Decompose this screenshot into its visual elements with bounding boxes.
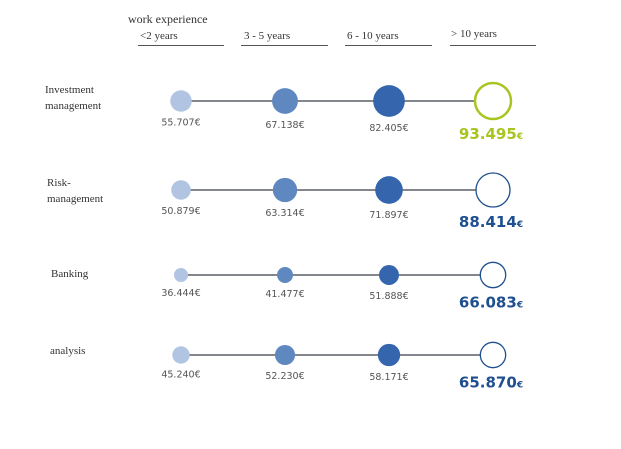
- value-label: 71.897€: [369, 210, 408, 221]
- salary-bubble: [171, 180, 191, 200]
- salary-bubble: [479, 261, 507, 289]
- salary-bubble: [479, 341, 507, 369]
- row-label-analysis: analysis: [50, 343, 85, 359]
- row-label-line: analysis: [50, 345, 86, 357]
- salary-bubble: [272, 88, 298, 114]
- value-label-highlight: 66.083€: [459, 294, 523, 312]
- row-label-line: Investment: [45, 84, 94, 96]
- salary-bubble: [272, 177, 298, 203]
- value-label: 67.138€: [265, 120, 304, 131]
- value-label: 36.444€: [161, 288, 200, 299]
- salary-bubble: [170, 90, 192, 112]
- salary-bubble: [475, 172, 511, 208]
- row-label-line: Banking: [51, 268, 89, 280]
- value-label: 41.477€: [265, 289, 304, 300]
- row-label-investment: Investment management: [45, 82, 101, 114]
- salary-bubble: [274, 344, 296, 366]
- row-label-line: Risk-: [47, 177, 71, 189]
- row-label-risk: Risk- management: [47, 175, 103, 207]
- value-label: 63.314€: [265, 208, 304, 219]
- salary-bubble: [473, 81, 513, 121]
- salary-bubble: [173, 267, 189, 283]
- value-label: 58.171€: [369, 372, 408, 383]
- column-header-3: > 10 years: [451, 28, 497, 40]
- row-label-banking: Banking: [51, 266, 88, 282]
- salary-bubble: [377, 343, 401, 367]
- salary-bubble: [373, 85, 405, 117]
- value-label-highlight: 93.495€: [459, 125, 523, 143]
- column-underline: [241, 45, 328, 46]
- salary-bubble: [375, 176, 403, 204]
- salary-bubble: [379, 265, 399, 285]
- row-label-line: management: [45, 100, 102, 112]
- value-label: 51.888€: [369, 291, 408, 302]
- value-label: 55.707€: [161, 118, 200, 129]
- value-label-highlight: 65.870€: [459, 374, 523, 392]
- value-label: 45.240€: [161, 370, 200, 381]
- column-underline: [450, 45, 536, 46]
- column-underline: [345, 45, 432, 46]
- column-header-1: 3 - 5 years: [244, 30, 291, 42]
- salary-bubble: [172, 346, 190, 364]
- chart-title: work experience: [128, 12, 208, 26]
- salary-bubble: [277, 267, 293, 283]
- column-header-0: <2 years: [140, 30, 178, 42]
- value-label: 50.879€: [161, 206, 200, 217]
- column-header-2: 6 - 10 years: [347, 30, 399, 42]
- value-label-highlight: 88.414€: [459, 213, 523, 231]
- row-label-line: management: [47, 193, 104, 205]
- value-label: 52.230€: [265, 371, 304, 382]
- value-label: 82.405€: [369, 123, 408, 134]
- column-underline: [138, 45, 224, 46]
